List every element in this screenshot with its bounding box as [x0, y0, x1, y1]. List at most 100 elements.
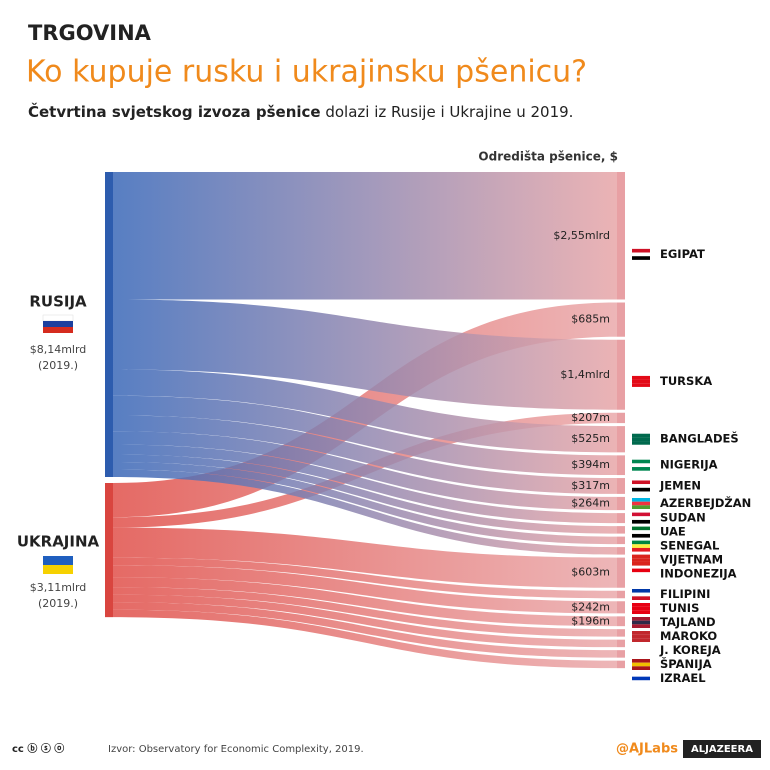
source-bar: [105, 483, 113, 618]
flag-stripe: [632, 592, 650, 597]
destination-segment: [617, 629, 625, 637]
flow-value-label: $685m: [571, 313, 610, 326]
destination-name: J. KOREJA: [659, 643, 721, 657]
flow-value-label: $242m: [571, 600, 610, 613]
labels: RUSIJA $8,14mlrd (2019.) UKRAJINA $3,11mlrd (…: [17, 229, 751, 685]
flag-stripe: [632, 617, 650, 621]
destination-name: TURSKA: [660, 374, 712, 388]
flow-ribbon: [113, 462, 617, 545]
flag-stripe: [632, 558, 650, 562]
flag-stripe: [632, 610, 650, 614]
flag-stripe: [632, 634, 650, 639]
destination-segment: [617, 650, 625, 658]
flow-ribbon: [113, 299, 617, 410]
flag-stripe: [632, 659, 650, 663]
flow-value-label: $196m: [571, 614, 610, 627]
flag-stripe: [632, 666, 650, 670]
destination-segment: [617, 455, 625, 476]
flag-stripe: [632, 620, 650, 625]
flow-ribbon: [113, 431, 617, 511]
flow-ribbon: [113, 587, 617, 637]
flag-stripe: [632, 484, 650, 488]
flow-ribbon: [113, 369, 617, 453]
source-name: UKRAJINA: [17, 533, 100, 551]
flag-stripe: [632, 645, 650, 649]
destination-name: TAJLAND: [660, 615, 716, 629]
flow-ribbon: [113, 395, 617, 476]
flow-value-label: $394m: [571, 458, 610, 471]
destination-name: MAROKO: [660, 629, 717, 643]
flag-stripe: [632, 459, 650, 464]
flow-value-label: $2,55mlrd: [553, 229, 610, 242]
source-note: Izvor: Observatory for Economic Complexi…: [108, 744, 364, 755]
flag-stripe: [632, 638, 650, 642]
flag-stripe: [632, 463, 650, 468]
kicker: TRGOVINA: [28, 21, 152, 45]
destination-segment: [617, 478, 625, 494]
destination-segment: [617, 616, 625, 627]
flag-stripe: [632, 256, 650, 260]
destination-segment: [617, 590, 625, 599]
flag-stripe: [632, 554, 650, 559]
subtitle-bold: Četvrtina svjetskog izvoza pšenice: [28, 102, 321, 121]
flow-ribbon: [113, 469, 617, 555]
destination-segment: [617, 496, 625, 511]
destination-segment: [617, 412, 625, 424]
destination-name: EGIPAT: [660, 247, 705, 261]
flag-stripe: [632, 673, 650, 677]
flag-stripe: [632, 379, 650, 384]
destination-segment: [617, 513, 625, 524]
destination-segment: [617, 426, 625, 453]
flag-russia: [42, 314, 74, 333]
flag-stripe: [632, 501, 650, 506]
destination-name: BANGLADEŠ: [660, 431, 739, 446]
flow-value-label: $1,4mlrd: [560, 368, 610, 381]
flow-ribbon: [113, 415, 617, 494]
flag-stripe: [632, 383, 650, 387]
destination-segment: [617, 660, 625, 669]
flow-ribbon: [113, 444, 617, 524]
flow-ribbon: [113, 602, 617, 658]
flag-stripe: [632, 596, 650, 600]
flow-ribbon: [113, 527, 617, 588]
flow-ribbon: [113, 557, 617, 599]
destination-segment: [617, 526, 625, 534]
destination-name: AZERBEJDŽAN: [660, 495, 751, 510]
flow-ribbon: [113, 594, 617, 648]
flag-stripe: [632, 624, 650, 628]
destination-name: JEMEN: [659, 478, 701, 492]
flow-ribbon: [113, 565, 617, 614]
flow-ribbon: [113, 172, 617, 300]
flow-value-label: $603m: [571, 566, 610, 579]
flag-stripe: [632, 547, 650, 552]
flag-stripe: [632, 648, 650, 653]
flag-stripe: [632, 505, 650, 509]
brand-box: [683, 740, 761, 758]
title: Ko kupuje rusku i ukrajinsku pšenicu?: [26, 55, 587, 90]
flag-stripe: [632, 480, 650, 485]
flag-stripe: [632, 487, 650, 492]
flow-ribbon: [113, 577, 617, 627]
flag-stripe: [632, 526, 650, 531]
cc-license: cc ⓑ ⓢ ⓞ: [12, 742, 64, 755]
destination-name: SENEGAL: [660, 539, 720, 553]
destination-segment: [617, 547, 625, 555]
destination-segment: [617, 302, 625, 337]
flag-stripe: [632, 533, 650, 538]
flag-stripe: [632, 680, 650, 684]
flag-stripe: [632, 437, 650, 442]
bars: [105, 172, 625, 669]
destination-segment: [617, 172, 625, 300]
source-value: $8,14mlrd: [30, 343, 87, 356]
flag-stripe: [632, 441, 650, 445]
flag-stripe: [632, 467, 650, 471]
flag-stripe: [632, 561, 650, 566]
flag-stripe: [632, 540, 650, 545]
flow-value-label: $525m: [571, 432, 610, 445]
source-value: $3,11mlrd: [30, 581, 87, 594]
destination-name: UAE: [660, 525, 686, 539]
flow-value-label: $207m: [571, 411, 610, 424]
flag-stripe: [632, 652, 650, 656]
flag-stripe: [632, 252, 650, 257]
flag-stripe: [632, 519, 650, 524]
